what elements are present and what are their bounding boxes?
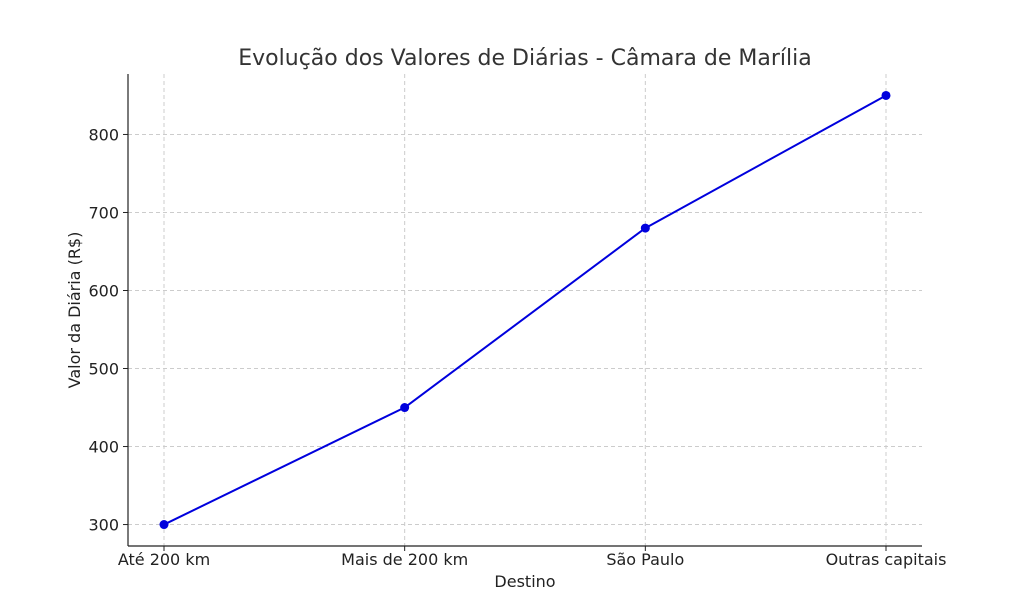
y-tick-label-800: 800 (88, 125, 119, 144)
grid (128, 74, 922, 546)
y-tick-label-300: 300 (88, 516, 119, 535)
y-tick-label-500: 500 (88, 360, 119, 379)
x-tick-label-0: Até 200 km (118, 550, 210, 569)
axes (127, 74, 922, 547)
y-axis-label: Valor da Diária (R$) (65, 232, 84, 389)
data-point-0-1 (400, 403, 410, 413)
y-tick-label-600: 600 (88, 281, 119, 300)
chart-title: Evolução dos Valores de Diárias - Câmara… (238, 46, 811, 71)
ticks: 300 400 500 600 700 800 Até 200 km Mais de 200 … (88, 125, 946, 569)
y-tick-label-700: 700 (88, 203, 119, 222)
series-line-0 (163, 94, 887, 526)
x-tick-label-2: São Paulo (606, 550, 684, 569)
data-point-0-0 (159, 520, 169, 530)
x-axis-label: Destino (494, 572, 555, 591)
x-tick-label-1: Mais de 200 km (341, 550, 468, 569)
y-tick-label-400: 400 (88, 438, 119, 457)
data-point-0-2 (640, 223, 650, 233)
series-layer (159, 90, 891, 530)
data-point-0-3 (881, 90, 891, 100)
x-tick-label-3: Outras capitais (826, 550, 947, 569)
